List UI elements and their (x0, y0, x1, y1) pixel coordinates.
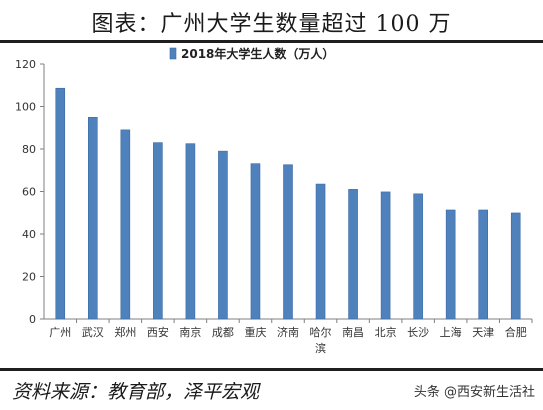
bar (120, 129, 131, 320)
x-tick-label: 上海 (440, 325, 462, 339)
x-tick-label: 广州 (49, 326, 71, 339)
y-tick-label: 100 (15, 101, 36, 114)
x-tick-label: 南京 (179, 325, 201, 339)
bar (380, 191, 391, 320)
bar (283, 164, 293, 320)
x-tick-label: 成都 (212, 326, 234, 339)
legend-swatch (169, 47, 177, 60)
y-tick-label: 40 (22, 228, 36, 241)
x-tick-label: 天津 (472, 326, 494, 339)
legend-label: 2018年大学生人数（万人） (181, 46, 334, 61)
source-bar: 资料来源：教育部，泽平宏观 头条 @西安新生活社 (0, 368, 543, 410)
x-tick-label: 重庆 (244, 325, 266, 339)
x-tick-label: 合肥 (505, 325, 527, 339)
y-tick-label: 80 (22, 143, 36, 156)
y-tick-label: 0 (29, 313, 36, 326)
x-tick-label-wrap: 滨 (315, 341, 326, 355)
bar (478, 209, 489, 320)
x-tick-label: 南昌 (342, 326, 364, 339)
bar (315, 183, 326, 320)
bar (413, 193, 423, 320)
y-tick-label: 20 (22, 271, 36, 284)
bar (510, 212, 521, 320)
bar (185, 143, 196, 320)
bar (88, 117, 98, 320)
x-tick-label: 北京 (375, 325, 397, 339)
y-tick-label: 120 (15, 58, 36, 71)
bar (445, 209, 456, 320)
chart-title: 图表：广州大学生数量超过 100 万 (91, 12, 452, 37)
chart-area: 0 20 40 60 80 100 120 广州 武汉 郑州 西安 南京 成都 重庆 济南 哈尔滨 南昌 北京 长沙… (0, 42, 543, 368)
title-bar: 图表：广州大学生数量超过 100 万 (0, 0, 543, 43)
bar (55, 87, 66, 320)
x-tick-label: 哈尔 (310, 326, 332, 339)
bar (250, 163, 261, 320)
watermark: 头条 @西安新生活社 (413, 385, 535, 400)
bar (153, 142, 163, 320)
y-tick-label: 60 (22, 186, 36, 199)
x-tick-label: 西安 (147, 325, 169, 339)
x-tick-label: 武汉 (82, 326, 104, 339)
source-text: 资料来源：教育部，泽平宏观 (12, 381, 260, 403)
bar (218, 150, 228, 320)
x-tick-label: 长沙 (407, 326, 429, 339)
x-tick-label: 济南 (277, 325, 299, 339)
bar-chart: 0 20 40 60 80 100 120 广州 武汉 郑州 西安 南京 成都 重庆 济南 哈尔滨 南昌 北京 长沙… (15, 46, 533, 355)
bar (348, 189, 358, 320)
x-tick-label: 郑州 (114, 325, 136, 339)
